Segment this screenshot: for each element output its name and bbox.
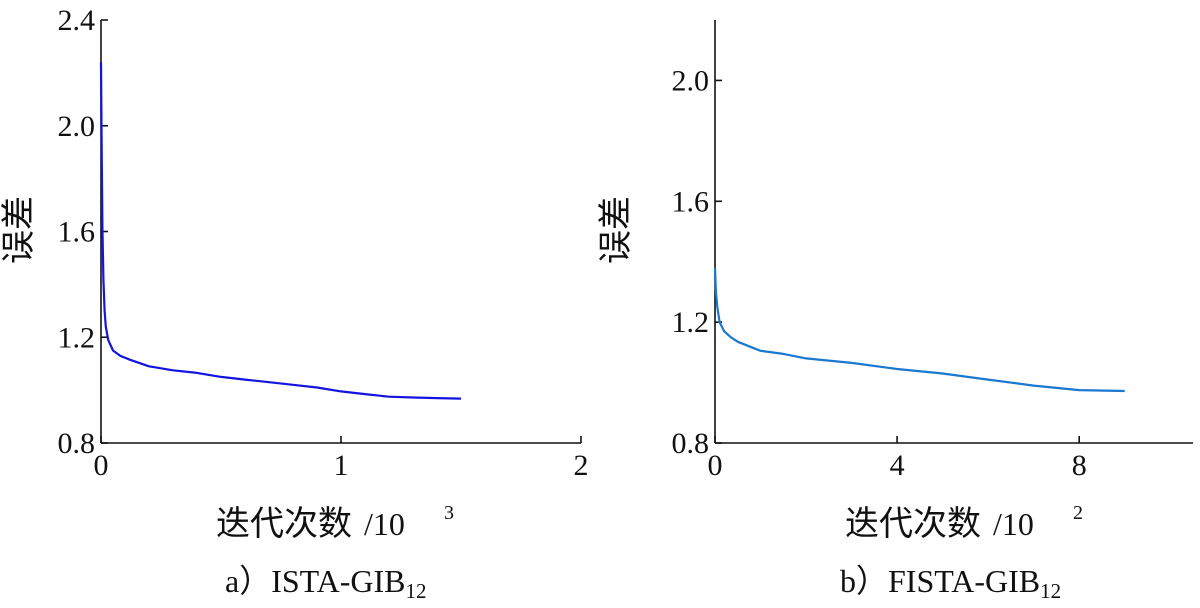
series-line-1 xyxy=(99,62,462,400)
chart-caption-subscript: 12 xyxy=(1040,579,1061,603)
x-axis-unit: /10 xyxy=(993,506,1034,542)
y-tick-label: 1.6 xyxy=(58,216,96,249)
x-tick-label: 1 xyxy=(334,449,349,482)
chart-caption: a）ISTA-GIB xyxy=(225,563,406,599)
x-tick-label: 0 xyxy=(94,449,109,482)
x-tick-label: 2 xyxy=(574,449,589,482)
x-axis-label: 迭代次数 xyxy=(845,504,981,544)
x-axis-unit-exponent: 3 xyxy=(444,502,454,524)
x-axis-unit-exponent: 2 xyxy=(1073,502,1083,524)
y-tick-label: 1.6 xyxy=(672,185,710,218)
y-tick-label: 1.2 xyxy=(58,321,96,354)
y-tick-label: 2.4 xyxy=(58,4,96,37)
y-axis-label: 误差 xyxy=(596,196,636,264)
series-line-1 xyxy=(713,267,1125,393)
y-tick-label: 2.0 xyxy=(58,110,96,143)
x-tick-label: 8 xyxy=(1072,449,1087,482)
x-tick-label: 0 xyxy=(708,449,723,482)
y-tick-label: 1.2 xyxy=(672,306,710,339)
x-axis-label: 迭代次数 xyxy=(216,504,352,544)
y-tick-label: 0.8 xyxy=(672,427,710,460)
x-tick-label: 4 xyxy=(890,449,905,482)
y-tick-label: 2.0 xyxy=(672,64,710,97)
chart-caption-subscript: 12 xyxy=(406,579,427,603)
y-axis-label: 误差 xyxy=(0,196,39,264)
chart-caption: b）FISTA-GIB xyxy=(840,563,1040,599)
y-tick-label: 0.8 xyxy=(58,427,96,460)
x-axis-unit: /10 xyxy=(364,506,405,542)
